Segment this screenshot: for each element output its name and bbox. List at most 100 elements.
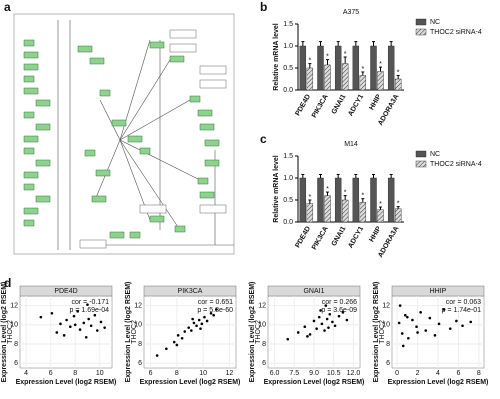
bar [317,45,324,91]
legend-swatch [415,18,427,26]
point [76,310,79,313]
point [190,329,193,332]
y-axis-label: THOC2 [7,320,14,344]
pathway-node [89,57,105,65]
y-tick-label: 0.0 [283,219,293,226]
point [461,324,464,328]
panel-bg [143,295,237,369]
significance: * [361,193,364,200]
point [199,327,202,330]
point [205,319,209,323]
significance: * [308,194,311,201]
bar [377,71,384,91]
point [308,333,312,336]
bar [394,78,402,91]
pathway-node [189,95,201,103]
point [296,331,300,334]
point [62,334,66,337]
x-tick-label: 9.0 [309,370,319,377]
point [345,318,349,322]
bar [352,45,360,91]
point [200,322,204,326]
x-axis-label: Expression Level (log2 RSEM) [140,379,241,386]
pathway-node [139,147,151,155]
pathway-node [199,123,215,131]
pathway-node [204,139,220,147]
pathway-diagram [13,13,235,255]
chart-title: HHIP [430,288,447,295]
y-tick-label: 10 [134,322,142,329]
point [39,315,43,319]
y-tick-label: 8 [262,341,266,348]
bar [324,64,331,91]
pathway-node [35,99,51,107]
pathway-node [23,75,35,83]
point [416,331,419,334]
significance: * [326,53,329,60]
point [433,334,437,337]
x-tick-label: 8 [175,370,179,377]
x-tick-label: 6 [456,370,460,377]
pathway-box [199,65,227,75]
point [317,315,321,319]
point [187,326,190,329]
point [65,318,68,322]
x-tick-label: 2 [416,370,420,377]
pathway-box [169,43,197,53]
x-tick-label: PIK3CA [311,225,330,251]
point [401,344,405,348]
x-tick-label: 10 [199,370,207,377]
point [428,316,432,320]
y-tick-label: 10 [382,322,390,329]
point [73,323,77,327]
panel-bg [19,295,113,369]
bar [352,177,360,223]
y-tick-label: 12 [134,302,142,309]
pathway-node [111,119,127,127]
bar [306,67,314,91]
significance: * [379,61,382,68]
point [95,329,99,332]
y-axis-label: Relative mRNA level [273,23,280,90]
bar [324,195,331,223]
bar [341,63,349,91]
point [337,314,341,318]
point [82,321,86,325]
point [324,304,328,307]
pathway-node [23,51,39,59]
legend-label: THOC2 siRNA-4 [430,161,482,168]
y-axis-outer-label: Expression Level (log2 RSEM) [1,282,8,383]
point [99,320,103,324]
point [327,326,330,329]
y-tick-label: 0.0 [283,87,293,94]
point [424,329,428,332]
point [87,317,90,321]
significance: * [308,57,311,64]
x-tick-label: 10.5 [327,370,341,377]
x-tick-label: PDE4D [294,93,312,117]
x-tick-label: 8 [73,370,77,377]
pathway-node [149,41,165,49]
y-tick-label: 0.5 [283,197,293,204]
pathway-node [129,231,141,239]
strip [143,285,237,297]
pathway-box [199,204,227,214]
bar [341,199,349,223]
pathway-node [23,171,39,179]
point [180,336,184,340]
x-axis-label: Expression Level (log2 RSEM) [16,379,117,386]
panel-label: a [4,0,11,14]
chart-title: PDE4D [54,288,77,295]
pathway-node [23,147,35,155]
point [400,332,404,335]
y-tick-label: 8 [386,341,390,348]
pathway-box [169,29,197,39]
point [86,303,89,306]
point [212,313,215,317]
y-tick-label: 6 [138,360,142,367]
x-tick-label: ADCY1 [347,93,365,117]
point [398,304,402,307]
y-tick-label: 1.0 [283,43,293,50]
legend-label: NC [430,19,440,26]
pathway-node [84,149,96,157]
